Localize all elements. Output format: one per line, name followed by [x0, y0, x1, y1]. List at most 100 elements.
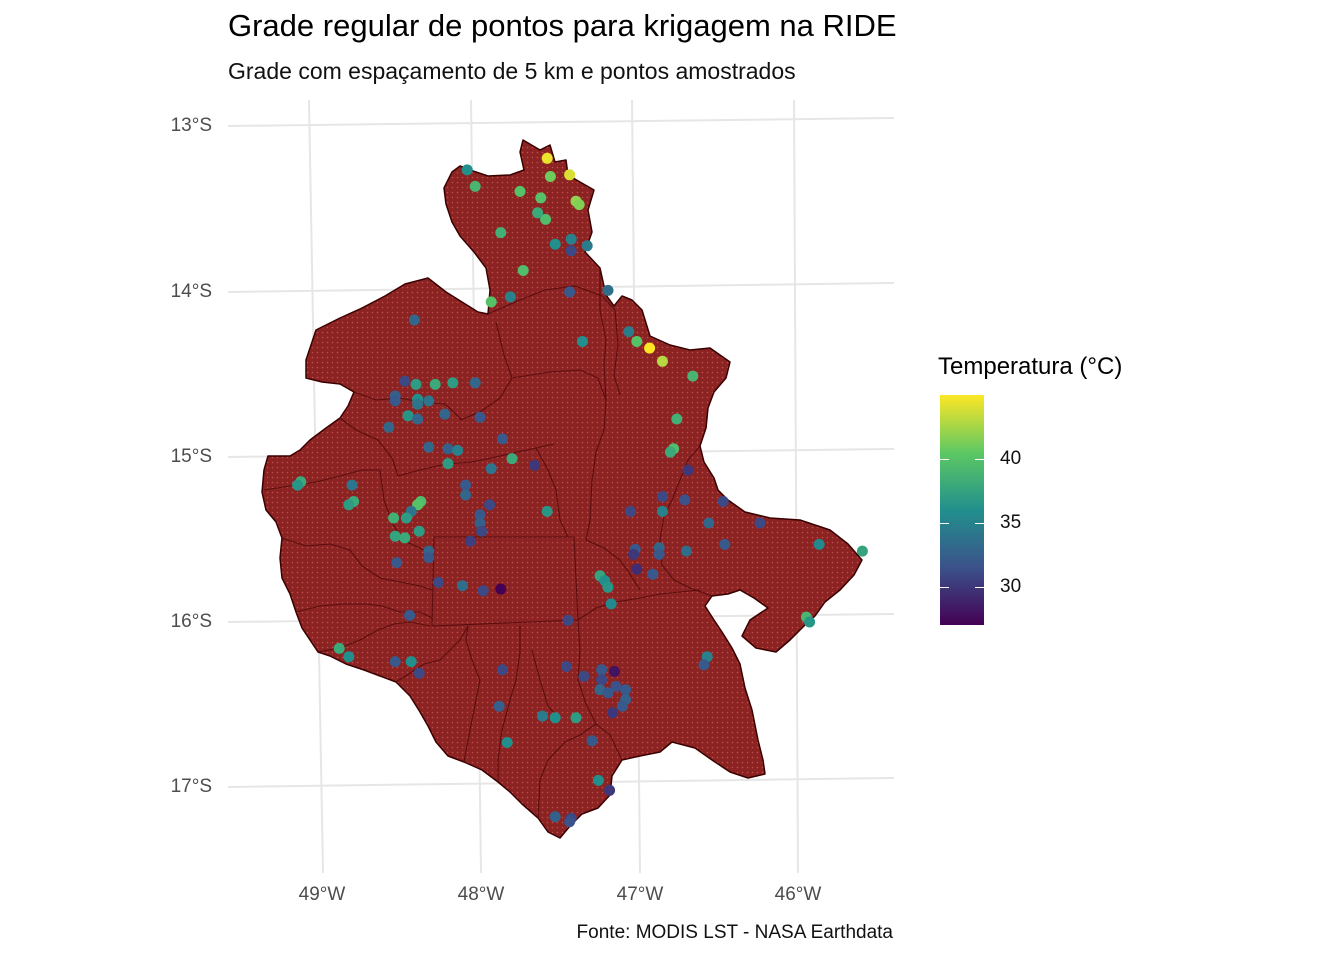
sample-point — [535, 192, 547, 204]
sample-point — [346, 479, 358, 491]
sample-point — [504, 291, 516, 303]
sample-point — [391, 557, 403, 569]
sample-point — [623, 326, 635, 338]
sample-point — [292, 479, 304, 491]
x-tick-label: 46°W — [774, 884, 822, 905]
sample-point — [423, 395, 435, 407]
x-tick-label: 48°W — [457, 884, 505, 905]
sample-point — [671, 413, 683, 425]
sample-point — [644, 342, 656, 354]
sample-point — [719, 538, 731, 550]
sample-point — [388, 512, 400, 524]
sample-point — [596, 674, 608, 686]
legend-tickmark — [975, 587, 984, 588]
sample-point — [682, 464, 694, 476]
sample-point — [447, 377, 459, 389]
sample-point — [608, 666, 620, 677]
sample-point — [754, 517, 766, 529]
sample-point — [413, 525, 425, 537]
sample-point — [484, 499, 496, 511]
sample-point — [389, 530, 401, 542]
sample-point — [506, 453, 518, 465]
sample-point — [452, 444, 464, 456]
sample-point — [432, 576, 444, 588]
sample-point — [496, 433, 508, 445]
sample-point — [514, 185, 526, 197]
x-tick-label: 49°W — [298, 884, 346, 905]
sample-point — [570, 712, 582, 724]
sample-point — [476, 525, 488, 537]
sample-point — [477, 585, 489, 597]
sample-point — [610, 680, 622, 692]
legend-tick-label: 35 — [1000, 512, 1022, 533]
sample-point — [592, 774, 604, 786]
sample-point — [528, 459, 540, 471]
sample-point — [442, 443, 454, 455]
sample-point — [412, 413, 424, 425]
legend-tickmark — [975, 523, 984, 524]
sample-point — [578, 670, 590, 682]
sample-point — [493, 700, 505, 712]
sample-point — [541, 152, 553, 164]
sample-point — [540, 213, 552, 225]
sample-point — [647, 568, 659, 580]
y-tick-label: 17°S — [170, 776, 212, 797]
sample-point — [564, 169, 576, 181]
sample-point — [429, 378, 441, 390]
sample-point — [389, 656, 401, 668]
sample-point — [631, 336, 643, 347]
sample-point — [501, 737, 513, 748]
sample-point — [404, 609, 416, 621]
sample-point — [604, 784, 616, 796]
sample-point — [485, 296, 497, 308]
sample-point — [562, 614, 574, 626]
sample-point — [383, 421, 395, 433]
graticule-lon-46w — [793, 99, 799, 874]
sample-point — [813, 538, 825, 550]
sample-point — [576, 336, 588, 347]
sample-point — [442, 458, 454, 470]
sample-point — [343, 651, 355, 663]
sample-point — [461, 164, 473, 176]
legend-tick-label: 30 — [1000, 576, 1022, 597]
sample-point — [474, 517, 486, 529]
sample-point — [399, 532, 411, 544]
sample-point — [564, 816, 576, 828]
sample-point — [607, 707, 619, 719]
chart-subtitle: Grade com espaçamento de 5 km e pontos a… — [228, 58, 796, 84]
sample-point — [469, 180, 481, 192]
sample-point — [631, 563, 643, 575]
sample-point — [565, 233, 577, 245]
legend-title: Temperatura (°C) — [938, 353, 1123, 380]
sample-point — [656, 505, 668, 517]
sample-point — [656, 491, 668, 503]
y-tick-label: 13°S — [170, 115, 212, 136]
sample-point — [544, 171, 556, 182]
chart-title: Grade regular de pontos para krigagem na… — [228, 8, 897, 43]
sample-points-layer — [292, 152, 868, 828]
sample-point — [469, 377, 481, 389]
sample-point — [460, 479, 472, 491]
sample-point — [565, 245, 577, 257]
sample-point — [573, 199, 585, 211]
sample-point — [687, 370, 699, 382]
sample-point — [405, 656, 417, 668]
sample-point — [399, 375, 411, 387]
y-tick-label: 15°S — [170, 446, 212, 467]
sample-point — [423, 441, 435, 453]
sample-point — [464, 535, 476, 547]
sample-point — [596, 664, 608, 676]
sample-point — [703, 517, 715, 529]
sample-point — [602, 284, 614, 296]
sample-point — [549, 238, 561, 250]
sample-point — [560, 661, 572, 672]
sample-point — [413, 667, 425, 679]
sample-point — [460, 489, 472, 501]
legend-tickmark — [975, 459, 984, 460]
sample-point — [343, 499, 355, 511]
sample-point — [549, 811, 561, 823]
sample-point — [541, 505, 553, 517]
sample-point — [586, 735, 598, 747]
sample-point — [664, 446, 676, 458]
